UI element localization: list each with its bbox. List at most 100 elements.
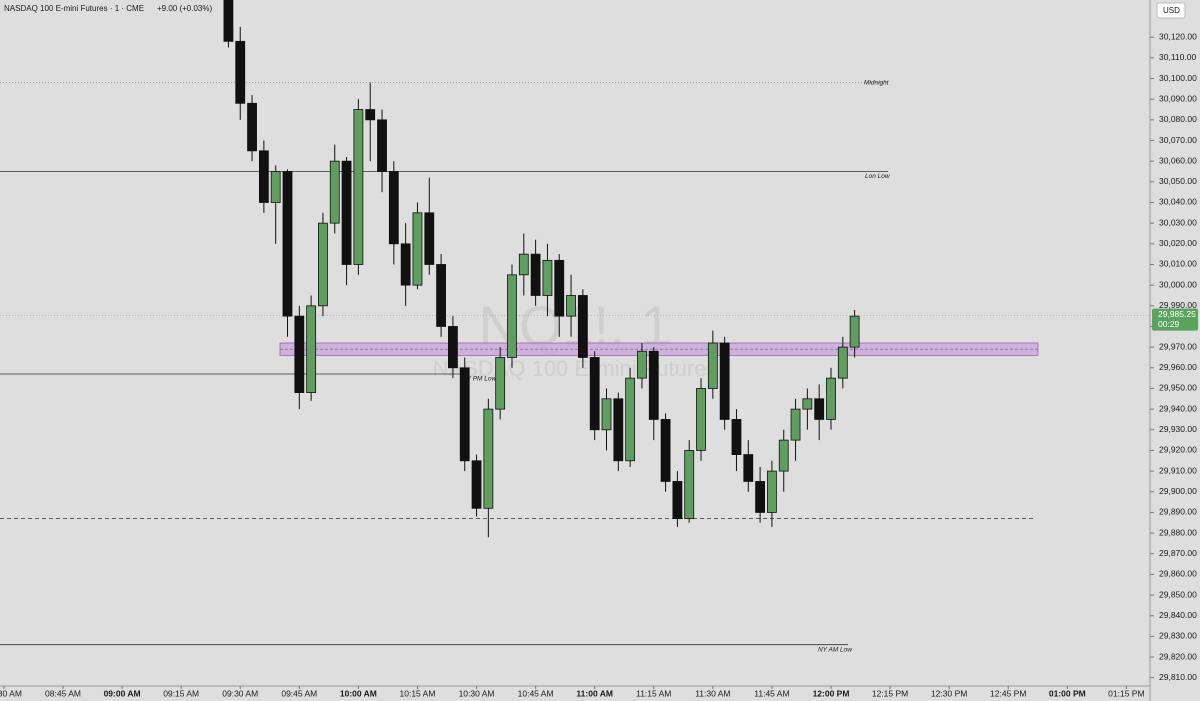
y-tick-label: 29,940.00 (1159, 403, 1197, 413)
price-change: +9.00 (+0.03%) (157, 4, 212, 13)
candle-body (436, 264, 446, 327)
candle-body (270, 171, 281, 203)
y-tick-label: 30,090.00 (1159, 93, 1197, 103)
x-tick-label: 10:00 AM (340, 688, 377, 698)
candle-body (365, 109, 376, 121)
candle-body (318, 222, 328, 307)
x-tick-label: 08:45 AM (45, 688, 81, 698)
candle-body (554, 259, 565, 317)
y-tick-label: 29,850.00 (1159, 589, 1197, 599)
x-tick-label: 09:00 AM (104, 688, 141, 698)
candle-body (530, 253, 541, 296)
y-tick-label: 29,930.00 (1159, 424, 1197, 434)
candle-body (495, 357, 506, 410)
candle-body (483, 408, 494, 509)
y-tick-label: 29,870.00 (1159, 548, 1197, 558)
x-tick-label: 11:00 AM (576, 688, 613, 698)
candle-body (719, 342, 730, 420)
candle-body (518, 253, 529, 276)
y-tick-label: 30,080.00 (1159, 114, 1197, 124)
y-tick-label: 29,950.00 (1159, 383, 1197, 393)
countdown: 00:29 (1158, 319, 1180, 329)
x-tick-label: 10:30 AM (459, 688, 495, 698)
y-tick-label: 29,920.00 (1159, 445, 1197, 455)
candle-body (566, 295, 576, 317)
candle-body (826, 377, 836, 420)
candle-body (400, 243, 411, 286)
y-tick-label: 29,910.00 (1159, 465, 1197, 475)
candle-body (637, 350, 647, 379)
price-axis-background (1150, 0, 1200, 701)
y-tick-label: 30,110.00 (1159, 52, 1196, 62)
y-tick-label: 30,120.00 (1159, 31, 1197, 41)
currency-box (1156, 2, 1186, 19)
y-tick-label: 30,020.00 (1159, 238, 1197, 248)
candle-body (684, 450, 695, 520)
x-tick-label: 11:45 AM (754, 688, 789, 698)
candle-body (424, 212, 435, 265)
candle-body (247, 102, 257, 152)
watermark-name: NASDAQ 100 E-mini Futures (433, 356, 718, 381)
candle-body (412, 212, 423, 286)
candle-body (648, 350, 659, 420)
last-price-label: 29,985.25 (1158, 309, 1196, 319)
x-tick-label: 01:00 PM (1049, 688, 1086, 698)
y-tick-label: 30,060.00 (1159, 155, 1197, 165)
x-tick-label: 08:30 AM (0, 688, 22, 698)
candle-body (849, 315, 860, 348)
y-tick-label: 30,050.00 (1159, 176, 1197, 186)
y-tick-label: 29,960.00 (1159, 362, 1197, 372)
currency: USD (1163, 6, 1180, 15)
y-tick-label: 30,010.00 (1159, 259, 1197, 269)
candle-body (755, 481, 766, 513)
candle-body (837, 346, 848, 379)
x-tick-label: 01:15 PM (1108, 688, 1144, 698)
y-tick-label: 30,030.00 (1159, 217, 1197, 227)
y-tick-label: 30,040.00 (1159, 197, 1197, 207)
candle-body (329, 160, 340, 224)
x-tick-label: 12:45 PM (990, 688, 1026, 698)
candle-body (707, 342, 718, 389)
candle-body (731, 419, 742, 455)
candle-body (814, 398, 825, 420)
x-tick-label: 11:30 AM (695, 688, 730, 698)
candle-body (223, 0, 234, 42)
y-tick-label: 30,100.00 (1159, 73, 1197, 83)
candle-body (601, 398, 612, 431)
x-tick-label: 09:15 AM (163, 688, 199, 698)
level-label: Midnight (864, 79, 890, 86)
x-tick-label: 10:15 AM (400, 688, 436, 698)
candle-body (341, 160, 352, 265)
y-tick-label: 29,860.00 (1159, 569, 1197, 579)
candle-body (802, 398, 813, 410)
candle-body (235, 40, 246, 104)
x-tick-label: 09:45 AM (281, 688, 317, 698)
level-label: NY AM Low (818, 646, 853, 653)
candle-body (282, 171, 293, 317)
zone (279, 342, 1039, 356)
y-tick-label: 30,070.00 (1159, 135, 1197, 145)
y-tick-label: 29,990.00 (1159, 300, 1197, 310)
level-label: Lon Low (865, 173, 891, 180)
x-tick-label: 10:45 AM (518, 688, 554, 698)
candle-body (625, 377, 636, 462)
candle-body (306, 305, 317, 393)
candle-body (507, 274, 517, 358)
y-tick-label: 29,810.00 (1159, 672, 1197, 682)
candle-body (294, 315, 305, 393)
candle-body (696, 388, 706, 451)
candle-body (459, 367, 470, 462)
candle-body (613, 398, 624, 462)
x-tick-label: 12:30 PM (931, 688, 967, 698)
candle-body (471, 460, 482, 509)
y-tick-label: 29,890.00 (1159, 507, 1197, 517)
last-price-tag (1152, 308, 1198, 331)
candle-body (767, 470, 777, 513)
candle-body (660, 419, 671, 482)
candle-body (743, 454, 754, 482)
x-tick-label: 12:00 PM (813, 688, 850, 698)
candle-body (589, 357, 600, 431)
candle-body (377, 119, 387, 172)
